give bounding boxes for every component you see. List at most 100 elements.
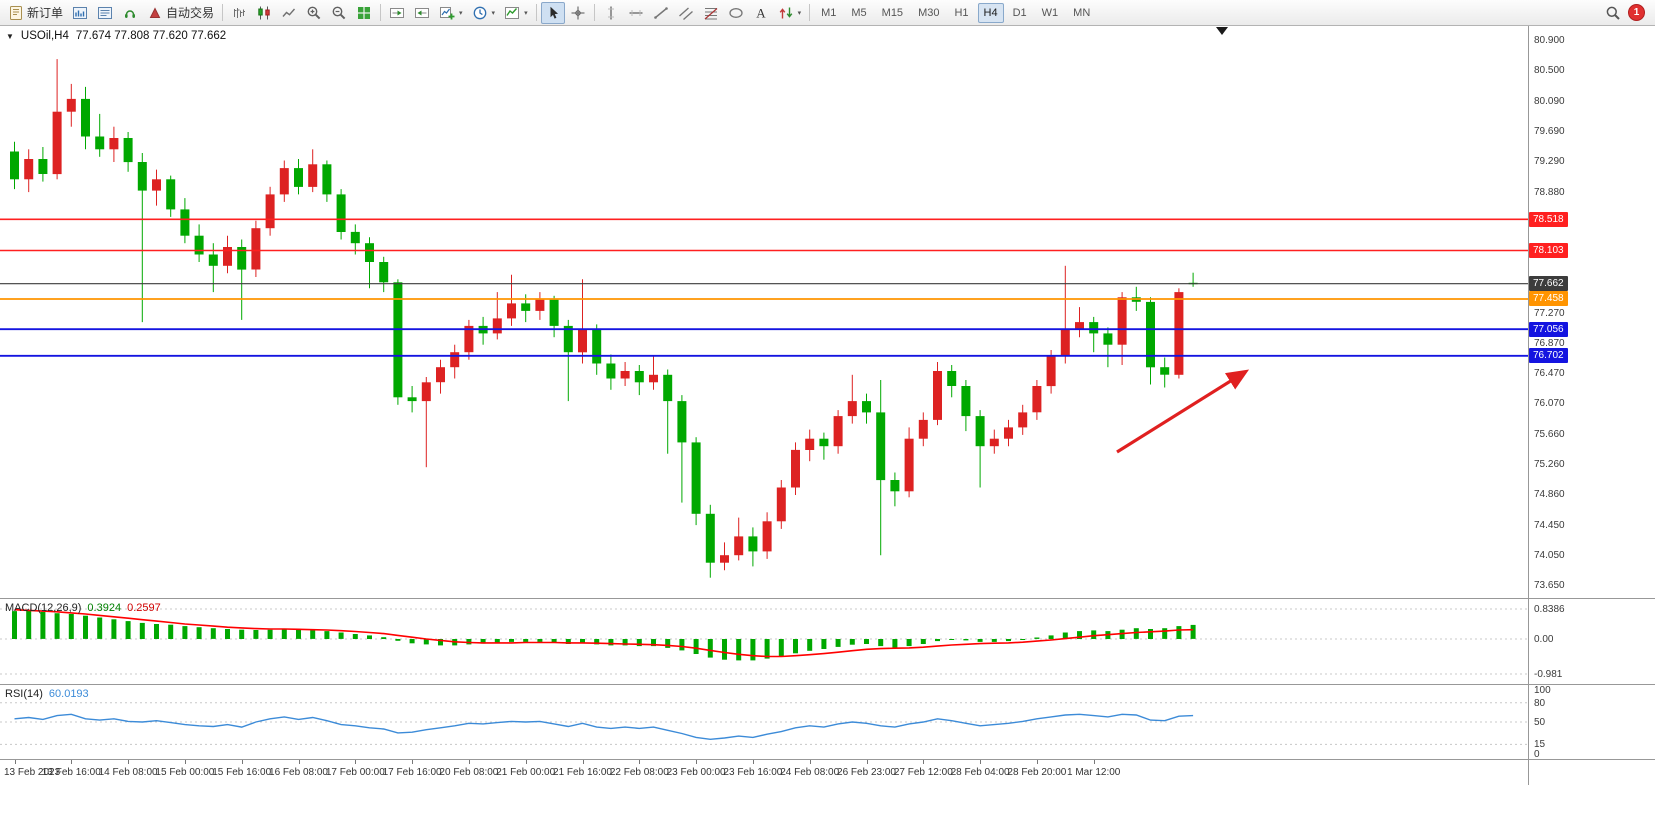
- rsi-axis-label: 50: [1534, 717, 1546, 728]
- time-tick: [639, 760, 641, 764]
- macd-chart: [0, 608, 1528, 675]
- time-label: 15 Feb 00:00: [155, 767, 215, 778]
- time-label: 24 Feb 08:00: [780, 767, 840, 778]
- price-line-label: 77.662: [1529, 276, 1568, 292]
- candles: [10, 59, 1198, 578]
- market-watch-button[interactable]: [68, 2, 92, 24]
- time-tick: [241, 760, 243, 764]
- notification-badge[interactable]: 1: [1628, 4, 1645, 21]
- toolbar-separator: [535, 4, 537, 21]
- line-chart-button[interactable]: [277, 2, 301, 24]
- price-axis: 80.900 80.500 80.090 79.690 79.290 78.880 77.2…: [1529, 26, 1655, 598]
- timeframe-h4-button[interactable]: H4: [977, 2, 1004, 23]
- indicators-button[interactable]: ▾: [500, 2, 532, 24]
- autotrade-icon: [147, 5, 163, 21]
- macd-panel[interactable]: MACD(12,26,9) 0.3924 0.2597: [0, 599, 1528, 684]
- candle-chart-button[interactable]: [252, 2, 276, 24]
- price-axis-label: 77.270: [1534, 308, 1565, 320]
- macd-axis-label: 0.8386: [1534, 604, 1565, 615]
- bar-chart-button[interactable]: [227, 2, 251, 24]
- chart-ohlc-values: 77.674 77.808 77.620 77.662: [75, 30, 227, 42]
- horizontal-line-button[interactable]: [624, 2, 648, 24]
- search-button[interactable]: [1601, 2, 1625, 24]
- time-tick: [980, 760, 982, 764]
- time-tick: [128, 760, 130, 764]
- timeframe-m30-button[interactable]: M30: [918, 6, 940, 19]
- price-axis-label: 79.690: [1534, 126, 1565, 138]
- time-label: 28 Feb 04:00: [950, 767, 1010, 778]
- text-button[interactable]: A: [749, 2, 773, 24]
- macd-histogram: [12, 610, 1196, 661]
- time-tick: [866, 760, 868, 764]
- cursor-icon: [545, 5, 561, 21]
- cursor-button[interactable]: [540, 1, 565, 24]
- timeframe-m5-button[interactable]: M5: [851, 6, 867, 19]
- chart-title: ▼ USOil,H4 77.674 77.808 77.620 77.662: [6, 30, 226, 42]
- timeframe-w1-button[interactable]: W1: [1041, 6, 1059, 19]
- new-chart-button[interactable]: ▾: [435, 2, 467, 24]
- price-line-label: 78.518: [1529, 211, 1568, 227]
- scroll-anchor-icon: [1216, 27, 1228, 35]
- macd-signal-line: [14, 608, 1194, 658]
- time-label: 14 Feb 08:00: [98, 767, 158, 778]
- rsi-axis-label: 0: [1534, 749, 1540, 760]
- time-tick: [582, 760, 584, 764]
- tile-windows-button[interactable]: [352, 2, 376, 24]
- timeframe-m1-button[interactable]: M1: [821, 6, 837, 19]
- rsi-panel[interactable]: RSI(14) 60.0193: [0, 685, 1528, 759]
- one-click-trading-toggle-icon[interactable]: ▼: [6, 31, 14, 41]
- price-axis-label: 79.290: [1534, 156, 1565, 168]
- zoom-in-button[interactable]: [302, 2, 326, 24]
- horizontal-lines: [0, 218, 1528, 357]
- price-chart-panel[interactable]: ▼ USOil,H4 77.674 77.808 77.620 77.662: [0, 26, 1528, 598]
- dropdown-caret-icon: ▾: [797, 9, 802, 17]
- trendline-button[interactable]: [649, 2, 673, 24]
- chart-symbol-period: USOil,H4: [20, 30, 69, 42]
- clock-icon: [472, 5, 488, 21]
- timeframe-m15-button[interactable]: M15: [881, 6, 904, 19]
- time-label: 1 Mar 12:00: [1067, 767, 1121, 778]
- crosshair-button[interactable]: [566, 2, 590, 24]
- time-tick: [14, 760, 16, 764]
- rsi-axis-label: 80: [1534, 697, 1546, 709]
- navigator-button[interactable]: [93, 2, 117, 24]
- price-axis-label: 80.090: [1534, 96, 1565, 108]
- channel-button[interactable]: [674, 2, 698, 24]
- arrows-button[interactable]: ▾: [774, 2, 806, 24]
- chart-shift-button[interactable]: [410, 2, 434, 24]
- panel-separator: [1529, 759, 1655, 760]
- rsi-value: 60.0193: [48, 688, 89, 700]
- fibonacci-button[interactable]: [699, 2, 723, 24]
- new-chart-icon: [439, 5, 455, 21]
- new-order-icon: [8, 5, 24, 21]
- autotrade-button[interactable]: 自动交易: [143, 2, 218, 24]
- channel-icon: [678, 5, 694, 21]
- panel-separator: [0, 598, 1528, 599]
- auto-scroll-button[interactable]: [385, 2, 409, 24]
- time-label: 21 Feb 00:00: [496, 767, 556, 778]
- search-icon: [1605, 5, 1621, 21]
- toolbox-button[interactable]: [118, 2, 142, 24]
- dropdown-caret-icon: ▾: [491, 9, 496, 17]
- time-label: 13 Feb 2023: [4, 767, 61, 778]
- macd-axis: 0.8386 0.00 -0.981: [1529, 599, 1655, 684]
- new-order-button[interactable]: 新订单: [4, 2, 67, 24]
- vertical-line-button[interactable]: [599, 2, 623, 24]
- svg-text:A: A: [756, 5, 766, 20]
- horizontal-line-icon: [628, 5, 644, 21]
- trendline-icon: [653, 5, 669, 21]
- time-label: 27 Feb 12:00: [893, 767, 953, 778]
- shapes-button[interactable]: [724, 2, 748, 24]
- rsi-label: RSI(14) 60.0193: [5, 688, 89, 700]
- zoom-out-icon: [331, 5, 347, 21]
- zoom-out-button[interactable]: [327, 2, 351, 24]
- timeframe-h1-button[interactable]: H1: [954, 6, 969, 19]
- timeframe-d1-button[interactable]: D1: [1012, 6, 1027, 19]
- indicators-icon: [504, 5, 520, 21]
- periods-button[interactable]: ▾: [468, 2, 500, 24]
- new-order-label: 新订单: [27, 6, 64, 20]
- timeframe-mn-button[interactable]: MN: [1073, 6, 1091, 19]
- time-label: 23 Feb 00:00: [666, 767, 726, 778]
- price-axis-label: 78.880: [1534, 187, 1565, 199]
